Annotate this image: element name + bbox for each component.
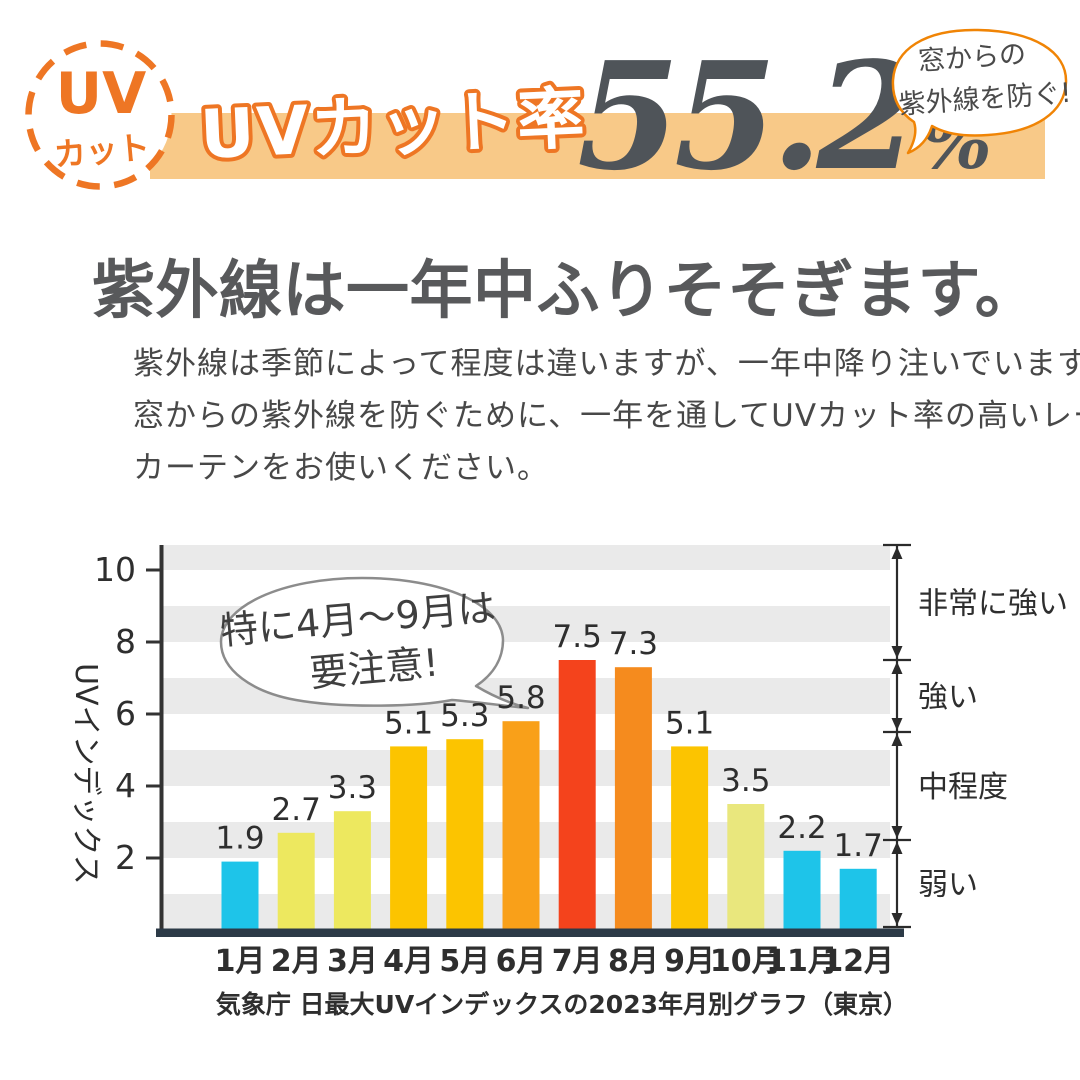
bar-9月 [671, 746, 709, 930]
body-text-line: カーテンをお使いください。 [133, 450, 549, 486]
uv-cut-percentage: 55.2 % [577, 42, 992, 190]
bar-3月 [333, 811, 371, 930]
percent-value: 55.2 [577, 29, 919, 203]
bar-value-label: 3.5 [721, 763, 770, 799]
grid-stripe [163, 545, 890, 570]
bar-value-label: 7.5 [553, 619, 602, 655]
bar-value-label: 5.1 [384, 705, 433, 741]
chart-annotation-bubble [219, 576, 530, 710]
scale-arrow-up [891, 546, 903, 559]
x-tick-label: 6月 [496, 944, 547, 979]
x-tick-label: 2月 [271, 944, 322, 979]
bar-6月 [502, 721, 540, 930]
scale-arrow-down [891, 718, 903, 731]
y-tick-label: 6 [115, 694, 136, 733]
x-axis-line [156, 928, 904, 937]
scale-label: 非常に強い [918, 587, 1068, 622]
y-tick-label: 2 [115, 838, 136, 877]
x-tick-label: 10月 [710, 944, 782, 979]
header-decoration: UV カット UVカット率 窓からの 紫外線を防ぐ! [25, 28, 1072, 190]
bar-value-label: 5.8 [496, 680, 545, 716]
chart-source-caption: 気象庁 日最大UVインデックスの2023年月別グラフ（東京） [216, 990, 908, 1019]
bar-12月 [839, 868, 877, 930]
bar-1月 [221, 861, 259, 930]
bar-value-label: 1.9 [215, 821, 264, 857]
bar-4月 [390, 746, 428, 930]
bar-8月 [614, 667, 652, 930]
scale-label: 強い [918, 680, 978, 715]
scale-arrow-down [891, 826, 903, 839]
header-speech-bubble [891, 28, 1068, 155]
header-band [150, 113, 1045, 179]
x-tick-label: 4月 [383, 944, 434, 979]
scale-arrow-down [891, 646, 903, 659]
x-tick-label: 7月 [552, 944, 603, 979]
page-title: 紫外線は一年中ふりそそぎます。 [92, 254, 1039, 327]
bar-5月 [446, 739, 484, 930]
x-tick-label: 3月 [327, 944, 378, 979]
scale-label: 中程度 [918, 770, 1008, 805]
x-tick-label: 9月 [664, 944, 715, 979]
bar-10月 [727, 804, 765, 930]
bar-value-label: 7.3 [609, 626, 658, 662]
bar-value-label: 2.2 [777, 810, 826, 846]
uv-cut-badge-circle [25, 40, 175, 190]
scale-arrow-up [891, 733, 903, 746]
bar-value-label: 1.7 [834, 828, 883, 864]
body-paragraph: 紫外線は季節によって程度は違いますが、一年中降り注いでいます。 窓からの紫外線を… [133, 338, 1080, 494]
bar-2月 [277, 832, 315, 930]
bar-value-label: 5.1 [665, 705, 714, 741]
bar-7月 [558, 660, 596, 930]
x-tick-label: 1月 [215, 944, 266, 979]
y-tick-label: 8 [115, 622, 136, 661]
bar-value-label: 3.3 [328, 770, 377, 806]
x-tick-label: 5月 [439, 944, 490, 979]
body-text-line: 窓からの紫外線を防ぐために、一年を通してUVカット率の高いレース [133, 398, 1080, 434]
bubble-line-1: 窓からの [917, 39, 1027, 77]
badge-cut-text: カット [52, 128, 151, 174]
scale-arrow-down [891, 913, 903, 926]
y-axis-title: UVインデックス [68, 663, 103, 885]
body-text-line: 紫外線は季節によって程度は違いますが、一年中降り注いでいます。 [133, 346, 1080, 382]
scale-arrow-up [891, 841, 903, 854]
x-tick-label: 12月 [822, 944, 894, 979]
badge-uv-text: UV [56, 61, 146, 127]
bar-value-label: 5.3 [440, 698, 489, 734]
bar-value-label: 2.7 [272, 792, 321, 828]
y-axis-line [159, 545, 164, 930]
scale-label: 弱い [918, 868, 978, 903]
scale-arrow-up [891, 661, 903, 674]
x-tick-label: 8月 [608, 944, 659, 979]
x-tick-label: 11月 [766, 944, 838, 979]
y-tick-label: 10 [94, 550, 136, 589]
bar-11月 [783, 850, 821, 930]
y-tick-label: 4 [115, 766, 136, 805]
